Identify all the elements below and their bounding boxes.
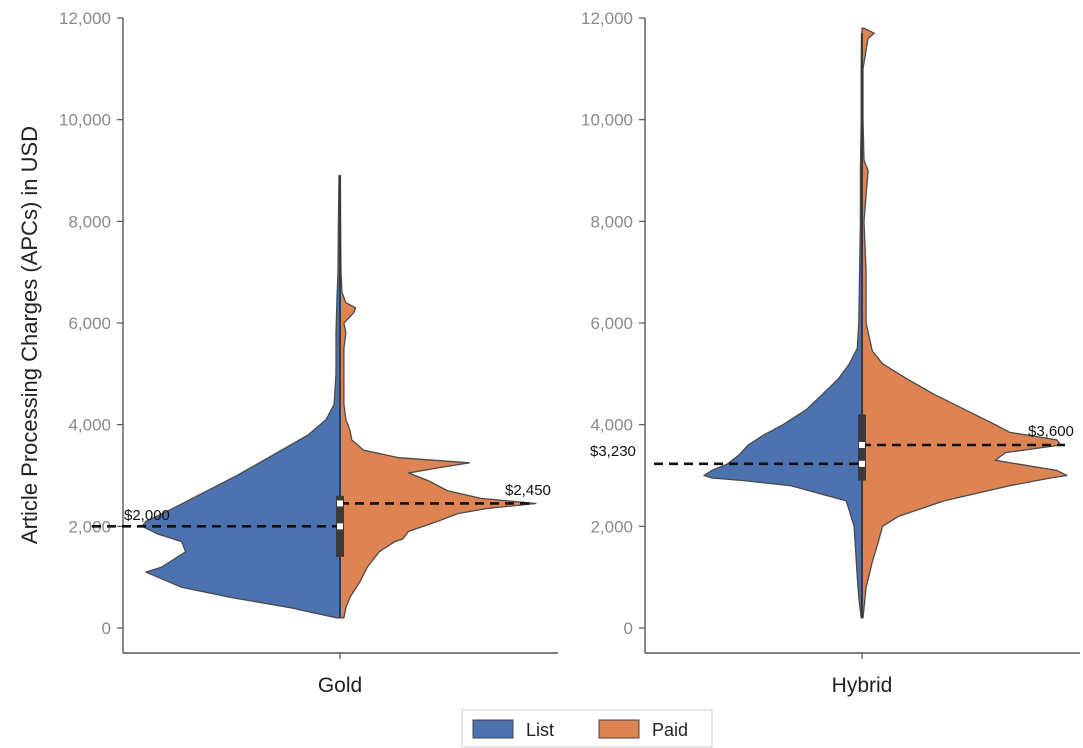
legend: List Paid	[461, 709, 713, 748]
y-tick-label: 4,000	[590, 416, 633, 435]
panel-hybrid: 0 2,000 4,000 6,000 8,000 10,000 12,000 Hybrid $…	[581, 9, 1080, 697]
y-tick-label: 12,000	[581, 9, 633, 28]
y-tick-label: 6,000	[590, 314, 633, 333]
violin-half-list-gold	[141, 174, 341, 619]
y-tick-label: 10,000	[581, 111, 633, 130]
y-tick-label: 4,000	[68, 416, 111, 435]
median-marker	[337, 500, 343, 507]
legend-label-list: List	[526, 720, 554, 740]
median-label-list-gold: $2,000	[124, 507, 170, 524]
legend-swatch-list	[472, 719, 514, 739]
y-axis-label: Article Processing Charges (APCs) in USD	[17, 126, 42, 544]
y-tick-label: 0	[102, 619, 111, 638]
y-tick-label: 10,000	[59, 111, 111, 130]
violin-half-list-hybrid	[703, 32, 863, 619]
panel-gold: 0 2,000 4,000 6,000 8,000 10,000 12,000 Gold $2,…	[59, 9, 558, 697]
y-tick-label: 6,000	[68, 314, 111, 333]
x-tick-label-hybrid: Hybrid	[832, 674, 893, 697]
legend-label-paid: Paid	[652, 720, 688, 740]
violin-half-paid-hybrid	[861, 27, 1068, 619]
y-tick-label: 8,000	[68, 212, 111, 231]
median-marker	[859, 460, 865, 467]
y-tick-label: 8,000	[590, 212, 633, 231]
violin-half-paid-gold	[339, 174, 537, 619]
legend-swatch-paid	[598, 719, 640, 739]
median-label-list-hybrid: $3,230	[590, 443, 636, 460]
x-tick-label-gold: Gold	[318, 674, 362, 697]
median-marker	[337, 523, 343, 530]
y-tick-label: 12,000	[59, 9, 111, 28]
median-label-paid-gold: $2,450	[505, 482, 551, 499]
y-tick-label: 0	[624, 619, 633, 638]
median-label-paid-hybrid: $3,600	[1028, 423, 1074, 440]
y-tick-label: 2,000	[68, 517, 111, 536]
median-marker	[859, 442, 865, 448]
y-tick-label: 2,000	[590, 517, 633, 536]
